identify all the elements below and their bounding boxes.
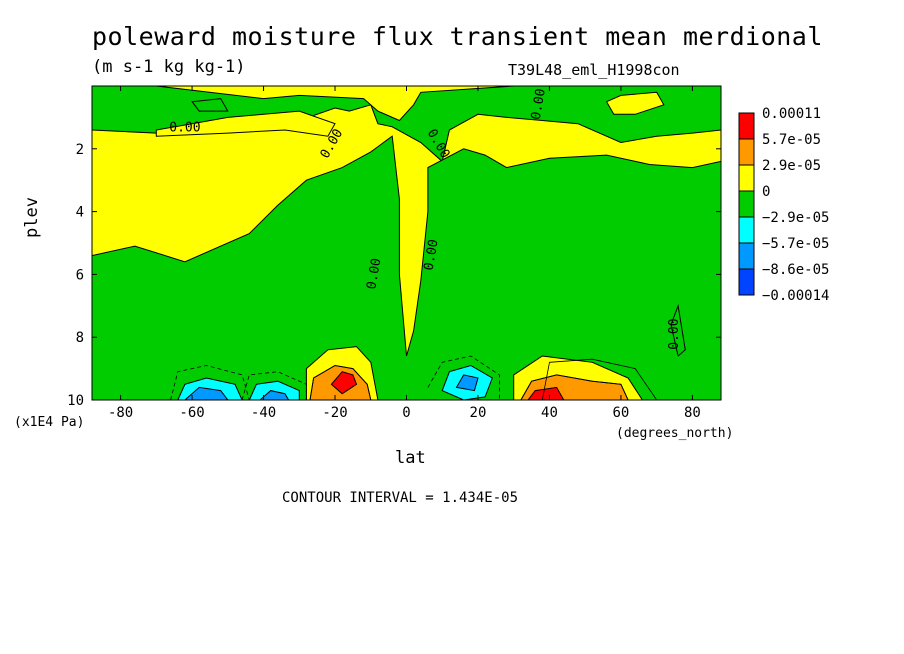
x-tick-label: -20 (322, 405, 347, 421)
colorbar-swatch (738, 138, 755, 166)
x-tick-label: 0 (402, 405, 410, 421)
y-tick-label: 6 (76, 267, 84, 283)
contour-line-2 (541, 358, 658, 400)
x-tick-label: 80 (684, 405, 701, 421)
colorbar-swatch (738, 268, 755, 296)
contour-label-5: 0.00 (667, 318, 682, 349)
colorbar-label: −5.7e-05 (762, 236, 829, 252)
contour-line-0 (309, 365, 372, 400)
y-tick-label: 10 (67, 393, 84, 409)
x-axis-units: (degrees_north) (616, 426, 734, 441)
colorbar-label: −2.9e-05 (762, 210, 829, 226)
colorbar-label: 0.00011 (762, 106, 821, 122)
colorbar-label: 5.7e-05 (762, 132, 821, 148)
y-axis-units: (x1E4 Pa) (14, 415, 85, 430)
contour-region-13 (455, 374, 479, 392)
contour-region-1 (92, 135, 721, 400)
y-tick-label: 8 (76, 330, 84, 346)
contour-region-7 (527, 386, 565, 400)
colorbar-swatch (738, 164, 755, 192)
contour-line-5 (427, 355, 500, 400)
x-tick-label: -60 (179, 405, 204, 421)
contour-label-3: 0.00 (364, 257, 384, 290)
contour-region-10 (248, 380, 300, 400)
x-tick-label: 60 (613, 405, 630, 421)
contour-region-9 (184, 386, 229, 400)
colorbar-swatch (738, 242, 755, 270)
x-tick-label: 20 (470, 405, 487, 421)
x-tick-label: 40 (541, 405, 558, 421)
contour-region-17 (191, 98, 229, 112)
contour-region-11 (259, 390, 290, 400)
contour-region-16 (670, 303, 686, 357)
contour-label-0: 0.00 (169, 121, 200, 136)
contour-label-4: 0.00 (422, 238, 442, 271)
chart-units: (m s-1 kg kg-1) (92, 57, 246, 77)
contour-line-3 (170, 365, 250, 400)
contour-region-14 (155, 110, 336, 137)
colorbar-label: −0.00014 (762, 288, 829, 304)
colorbar-swatch (738, 190, 755, 218)
contour-region-4 (330, 371, 358, 395)
colorbar-swatch (738, 216, 755, 244)
colorbar-swatch (738, 112, 755, 140)
contour-line-1 (520, 374, 629, 400)
contour-interval-note: CONTOUR INTERVAL = 1.434E-05 (282, 490, 519, 506)
colorbar-label: 2.9e-05 (762, 158, 821, 174)
x-tick-label: -80 (108, 405, 133, 421)
contour-region-15 (605, 91, 665, 115)
x-axis-label: lat (395, 448, 426, 468)
colorbar-label: −8.6e-05 (762, 262, 829, 278)
contour-line-4 (241, 371, 307, 400)
y-tick-label: 4 (76, 205, 84, 221)
colorbar-label: 0 (762, 184, 770, 200)
y-tick-label: 2 (76, 142, 84, 158)
x-tick-label: -40 (251, 405, 276, 421)
contour-label-6: 0.00 (529, 88, 549, 121)
run-name: T39L48_eml_H1998con (508, 61, 680, 79)
chart-title: poleward moisture flux transient mean me… (92, 22, 823, 51)
